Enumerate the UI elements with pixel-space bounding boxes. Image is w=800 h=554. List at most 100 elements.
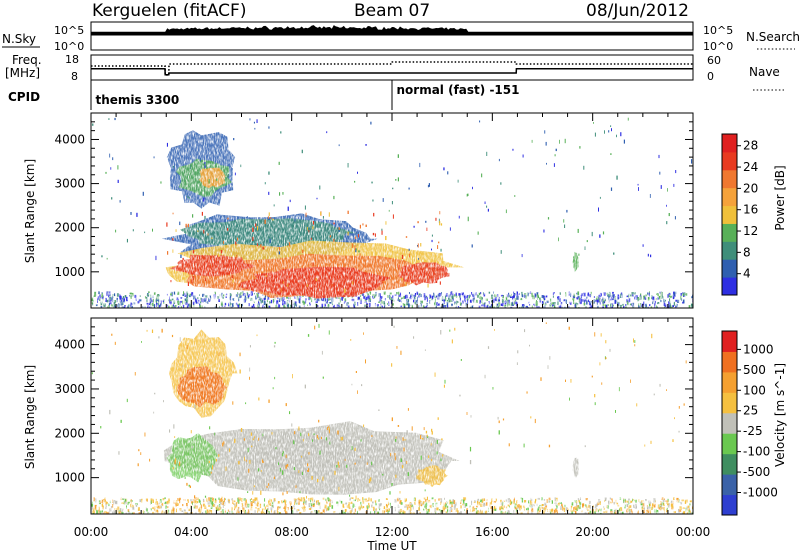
power-near-range-echo <box>194 298 197 303</box>
velocity-streak <box>307 463 309 467</box>
power-near-range-echo <box>135 297 137 301</box>
power-near-range-echo <box>435 305 437 308</box>
velocity-near-range-echo <box>186 506 188 509</box>
power-near-range-echo <box>183 291 185 295</box>
power-near-range-echo <box>544 305 546 308</box>
velocity-near-range-echo <box>516 506 518 509</box>
velocity-near-range-echo <box>666 507 668 511</box>
velocity-streak <box>397 425 400 427</box>
power-echo-peak <box>398 262 450 286</box>
power-near-range-echo <box>482 292 484 295</box>
power-near-range-echo <box>188 303 191 308</box>
power-near-range-echo <box>357 302 359 306</box>
velocity-near-range-echo <box>91 503 94 507</box>
power-sparse-echo <box>658 154 660 159</box>
velocity-sparse-echo <box>406 430 408 435</box>
power-near-range-echo <box>510 302 513 307</box>
power-streak <box>182 257 184 261</box>
velocity-near-range-echo <box>156 505 159 509</box>
power-near-range-echo <box>283 302 286 305</box>
velocity-sparse-echo <box>232 401 234 405</box>
velocity-near-range-echo <box>333 511 336 514</box>
power-near-range-echo <box>477 295 479 298</box>
velocity-near-range-echo <box>438 498 441 501</box>
velocity-streak <box>174 460 176 465</box>
colorbar-tick-label: -100 <box>743 445 770 459</box>
velocity-sparse-echo <box>312 439 313 442</box>
velocity-near-range-echo <box>673 497 675 500</box>
power-near-range-echo <box>611 303 614 306</box>
velocity-near-range-echo <box>550 509 552 512</box>
velocity-near-range-echo <box>598 501 601 505</box>
power-near-range-echo <box>100 301 103 306</box>
power-streak <box>231 275 233 279</box>
power-streak <box>252 227 254 232</box>
velocity-streak <box>317 437 319 440</box>
power-near-range-echo <box>173 300 176 304</box>
power-near-range-echo <box>347 305 350 308</box>
velocity-streak <box>366 462 368 465</box>
velocity-near-range-echo <box>575 510 577 514</box>
velocity-streak <box>298 470 300 473</box>
velocity-streak <box>300 432 302 437</box>
velocity-sparse-echo <box>114 341 116 345</box>
velocity-near-range-echo <box>287 507 289 511</box>
power-near-range-echo <box>513 294 515 298</box>
power-near-range-echo <box>481 304 483 307</box>
x-tick-label: 16:00 <box>475 525 510 539</box>
x-axis-label: Time UT <box>366 539 417 553</box>
velocity-sparse-echo <box>591 375 593 378</box>
velocity-near-range-echo <box>109 508 112 512</box>
velocity-near-range-echo <box>670 503 673 508</box>
power-near-range-echo <box>396 292 399 295</box>
velocity-near-range-echo <box>312 503 315 508</box>
velocity-sparse-echo <box>594 332 596 337</box>
power-near-range-echo <box>433 292 435 297</box>
velocity-near-range-echo <box>662 499 665 503</box>
power-near-range-echo <box>479 300 481 304</box>
velocity-near-range-echo <box>661 502 664 506</box>
velocity-near-range-echo <box>350 501 353 504</box>
power-near-range-echo <box>568 291 570 296</box>
power-near-range-echo <box>626 299 628 303</box>
velocity-near-range-echo <box>519 506 522 510</box>
power-near-range-echo <box>602 306 605 308</box>
power-sparse-echo <box>294 218 296 222</box>
power-streak <box>420 243 422 247</box>
power-near-range-echo <box>383 301 385 305</box>
power-near-range-echo <box>114 293 116 297</box>
power-sparse-echo <box>132 229 134 232</box>
power-near-range-echo <box>527 292 529 297</box>
power-sparse-echo <box>130 212 132 215</box>
velocity-near-range-echo <box>150 501 151 505</box>
power-near-range-echo <box>437 303 440 306</box>
power-near-range-echo <box>204 297 206 301</box>
power-streak <box>351 243 354 248</box>
power-sparse-echo <box>564 138 566 144</box>
velocity-sparse-echo <box>249 376 250 380</box>
velocity-sparse-echo <box>404 439 406 441</box>
velocity-streak <box>401 465 404 469</box>
velocity-sparse-echo <box>594 402 596 406</box>
power-sparse-echo <box>203 197 205 202</box>
power-near-range-echo <box>596 296 598 300</box>
velocity-near-range-echo <box>605 510 608 513</box>
velocity-near-range-echo <box>647 506 649 510</box>
power-near-range-echo <box>602 298 604 303</box>
velocity-streak <box>249 460 251 464</box>
velocity-near-range-echo <box>680 501 683 505</box>
velocity-near-range-echo <box>473 501 476 503</box>
power-near-range-echo <box>590 301 592 303</box>
power-sparse-echo <box>208 179 210 184</box>
power-near-range-echo <box>507 299 509 304</box>
power-streak <box>310 237 312 240</box>
velocity-near-range-echo <box>301 507 304 509</box>
power-near-range-echo <box>478 305 481 308</box>
power-near-range-echo <box>169 296 170 300</box>
velocity-near-range-echo <box>220 507 222 509</box>
power-near-range-echo <box>229 303 232 306</box>
power-near-range-echo <box>543 300 545 305</box>
power-near-range-echo <box>367 295 370 299</box>
power-near-range-echo <box>537 296 538 300</box>
velocity-near-range-echo <box>536 503 538 506</box>
